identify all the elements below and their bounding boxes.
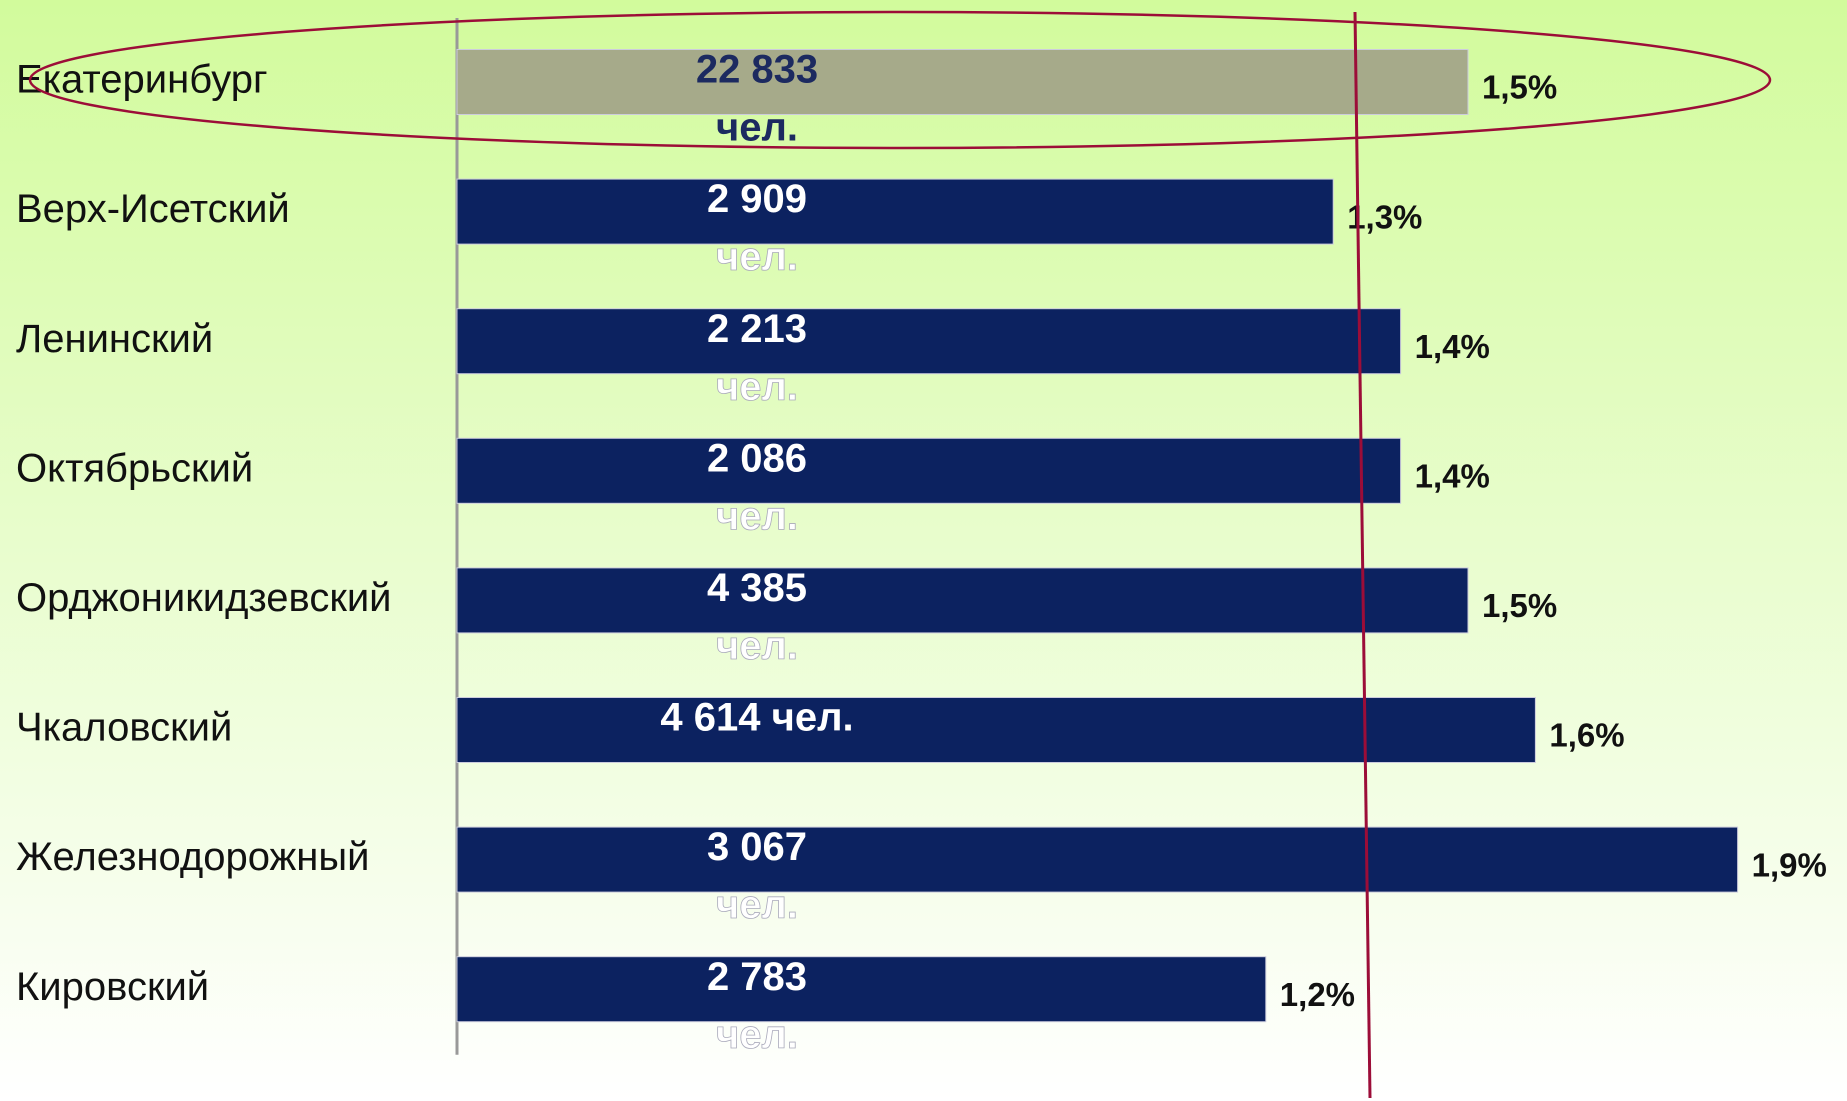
value-label: 1,9%	[1752, 846, 1827, 883]
category-label: Чкаловский	[16, 706, 232, 750]
count-label: 4 614 чел.	[660, 696, 853, 740]
category-label: Верх-Исетский	[16, 187, 290, 231]
bar	[456, 437, 1402, 504]
count-label: чел.	[716, 494, 798, 538]
count-label: 2 086	[707, 436, 807, 480]
category-label: Железнодорожный	[16, 835, 369, 879]
bar	[456, 49, 1469, 115]
bar	[456, 567, 1469, 634]
bar	[456, 697, 1536, 763]
count-label: чел.	[716, 1013, 798, 1057]
count-label: чел.	[716, 883, 798, 927]
count-label: чел.	[716, 106, 798, 150]
count-label: 22 833	[696, 48, 818, 92]
reference-line	[1353, 11, 1372, 1099]
value-label: 1,6%	[1549, 717, 1624, 754]
count-label: чел.	[716, 624, 798, 668]
highlight-ellipse	[28, 10, 1772, 150]
value-label: 1,5%	[1482, 69, 1557, 106]
bar	[456, 178, 1334, 245]
count-label: 2 783	[707, 955, 807, 999]
count-label: чел.	[716, 365, 798, 409]
category-label: Кировский	[16, 965, 209, 1009]
bar	[456, 956, 1267, 1023]
bar	[456, 308, 1402, 375]
value-label: 1,3%	[1347, 198, 1422, 235]
value-label: 1,4%	[1415, 328, 1490, 365]
count-label: чел.	[716, 235, 798, 279]
count-label: 4 385	[707, 566, 807, 610]
category-label: Орджоникидзевский	[16, 576, 392, 620]
category-label: Ленинский	[16, 317, 213, 361]
category-label: Октябрьский	[16, 446, 253, 490]
category-label: Екатеринбург	[16, 58, 268, 102]
count-label: 2 213	[707, 307, 807, 351]
value-label: 1,5%	[1482, 587, 1557, 624]
bar	[456, 826, 1739, 893]
value-label: 1,2%	[1280, 976, 1355, 1013]
count-label: 2 909	[707, 177, 807, 221]
count-label: 3 067	[707, 825, 807, 869]
value-label: 1,4%	[1415, 458, 1490, 495]
